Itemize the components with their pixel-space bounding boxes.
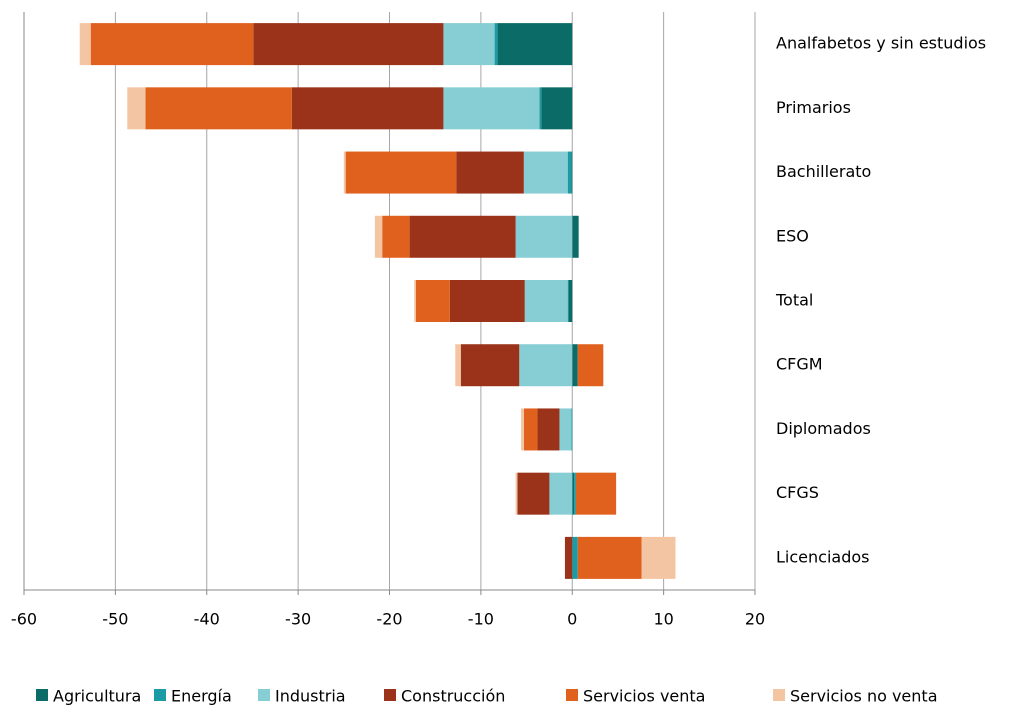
legend-label: Servicios venta [583, 687, 705, 706]
category-label: Diplomados [776, 419, 871, 438]
bar-segment [415, 280, 450, 322]
bar-segment [575, 472, 617, 515]
bar-segment [345, 151, 457, 194]
bar-segment [537, 408, 560, 451]
bar-segment [127, 87, 146, 130]
bar-segment [521, 408, 524, 451]
x-tick-label: -50 [102, 610, 128, 629]
x-tick-label: 20 [745, 610, 765, 629]
x-tick-label: 10 [653, 610, 673, 629]
bar-segment [572, 472, 575, 515]
legend-swatch [773, 689, 785, 701]
bar-segment [409, 215, 516, 258]
x-tick-label: -40 [194, 610, 220, 629]
bar-segment [574, 472, 576, 515]
bar-segment [572, 215, 579, 258]
bar-segment [567, 280, 569, 322]
bar-segment [549, 472, 573, 515]
legend-swatch [36, 689, 48, 701]
category-label: Bachillerato [776, 162, 871, 181]
bar-segment [539, 87, 542, 130]
category-label: CFGS [776, 483, 819, 502]
bar-segment [456, 151, 524, 194]
legend-swatch [258, 689, 270, 701]
bar-segment [382, 215, 410, 258]
bar-segment [443, 23, 495, 66]
bar-segment [571, 151, 573, 194]
category-label: Licenciados [776, 547, 869, 566]
legend-swatch [566, 689, 578, 701]
legend-label: Energía [171, 687, 232, 706]
bar-segment [519, 344, 573, 387]
bar-segment [517, 472, 550, 515]
x-tick-label: -30 [285, 610, 311, 629]
bar-segment [641, 536, 676, 579]
bar-segment [291, 87, 444, 130]
bar-segment [564, 536, 573, 579]
legend-label: Construcción [401, 687, 505, 706]
category-label: Primarios [776, 98, 851, 117]
bar-segment [524, 280, 568, 322]
bar-segment [455, 344, 461, 387]
bar-segment [79, 23, 91, 66]
x-tick-label: 0 [567, 610, 577, 629]
category-label: Total [775, 291, 813, 310]
bar-segment [523, 408, 538, 451]
bar-segment [541, 87, 573, 130]
bar-segment [523, 151, 568, 194]
bar-segment [145, 87, 292, 130]
legend-label: Agricultura [53, 687, 141, 706]
legend-swatch [384, 689, 396, 701]
bar-segment [571, 408, 573, 451]
bar-segment [567, 151, 572, 194]
bar-segment [443, 87, 540, 130]
bar-segment [90, 23, 254, 66]
category-label: CFGM [776, 355, 823, 374]
bar-segment [515, 215, 573, 258]
category-label: Analfabetos y sin estudios [776, 34, 986, 53]
legend-label: Servicios no venta [790, 687, 938, 706]
bar-segment [460, 344, 520, 387]
category-label: ESO [776, 226, 809, 245]
bar-segment [559, 408, 572, 451]
bar-segment [577, 344, 604, 387]
bar-segment [572, 536, 578, 579]
bar-segment [568, 280, 573, 322]
x-tick-label: -60 [11, 610, 37, 629]
bar-segment [577, 536, 642, 579]
bar-segment [494, 23, 498, 66]
x-tick-label: -20 [376, 610, 402, 629]
bar-segment [374, 215, 383, 258]
bar-segment [497, 23, 573, 66]
bar-segment [414, 280, 416, 322]
x-tick-label: -10 [468, 610, 494, 629]
bar-segment [449, 280, 525, 322]
legend-swatch [154, 689, 166, 701]
bar-segment [572, 344, 578, 387]
bar-segment [253, 23, 444, 66]
legend-label: Industria [275, 687, 346, 706]
bar-segment [515, 472, 518, 515]
bar-segment [343, 151, 346, 194]
